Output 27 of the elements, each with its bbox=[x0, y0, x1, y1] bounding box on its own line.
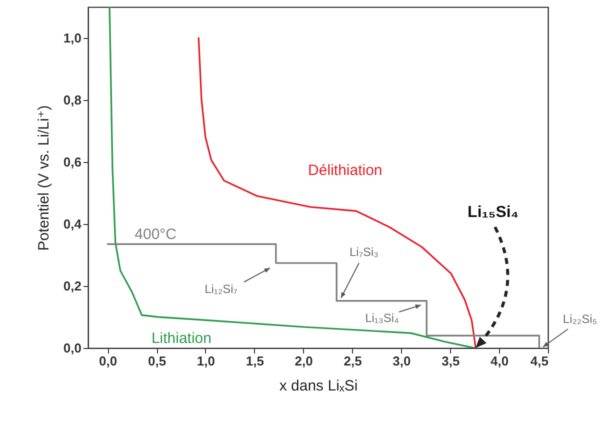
x-tick-label: 4,0 bbox=[490, 354, 509, 368]
y-tick-label: 1,0 bbox=[63, 30, 82, 46]
x-tick-label: 2,5 bbox=[344, 354, 362, 368]
x-tick-label: 4,5 bbox=[530, 354, 548, 368]
series-label: Lithiation bbox=[151, 330, 212, 347]
y-tick-label: 0,0 bbox=[63, 340, 82, 356]
y-tick-label: 0,6 bbox=[63, 154, 82, 170]
y-tick-label: 0,4 bbox=[63, 216, 82, 232]
x-tick-label: 1,5 bbox=[246, 354, 264, 368]
x-tick-label: 3,5 bbox=[442, 354, 460, 368]
y-tick-label: 0,2 bbox=[63, 278, 82, 294]
x-tick-label: 1,0 bbox=[196, 354, 215, 368]
x-tick-label: 0,5 bbox=[148, 354, 166, 368]
annotation: Li₁₅Si₄ bbox=[468, 204, 518, 221]
x-tick-label: 3,0 bbox=[392, 354, 411, 368]
annotation: Li₁₃Si₄ bbox=[365, 311, 400, 325]
y-tick-label: 0,8 bbox=[63, 92, 82, 108]
x-tick-label: 0,0 bbox=[99, 354, 118, 368]
x-tick-label: 2,0 bbox=[294, 354, 313, 368]
x-axis-title: x dans LiₓSi bbox=[279, 378, 358, 394]
series-label: Délithiation bbox=[308, 162, 382, 179]
y-axis-title: Potentiel (V vs. Li/Li⁺) bbox=[35, 105, 52, 251]
line-series bbox=[106, 243, 540, 348]
series-label: 400°C bbox=[134, 226, 177, 244]
annotation: Li₁₂Si₇ bbox=[204, 282, 238, 296]
annotation: Li₇Si₃ bbox=[349, 245, 379, 259]
text: Li₂₂Si₅ bbox=[562, 312, 598, 326]
